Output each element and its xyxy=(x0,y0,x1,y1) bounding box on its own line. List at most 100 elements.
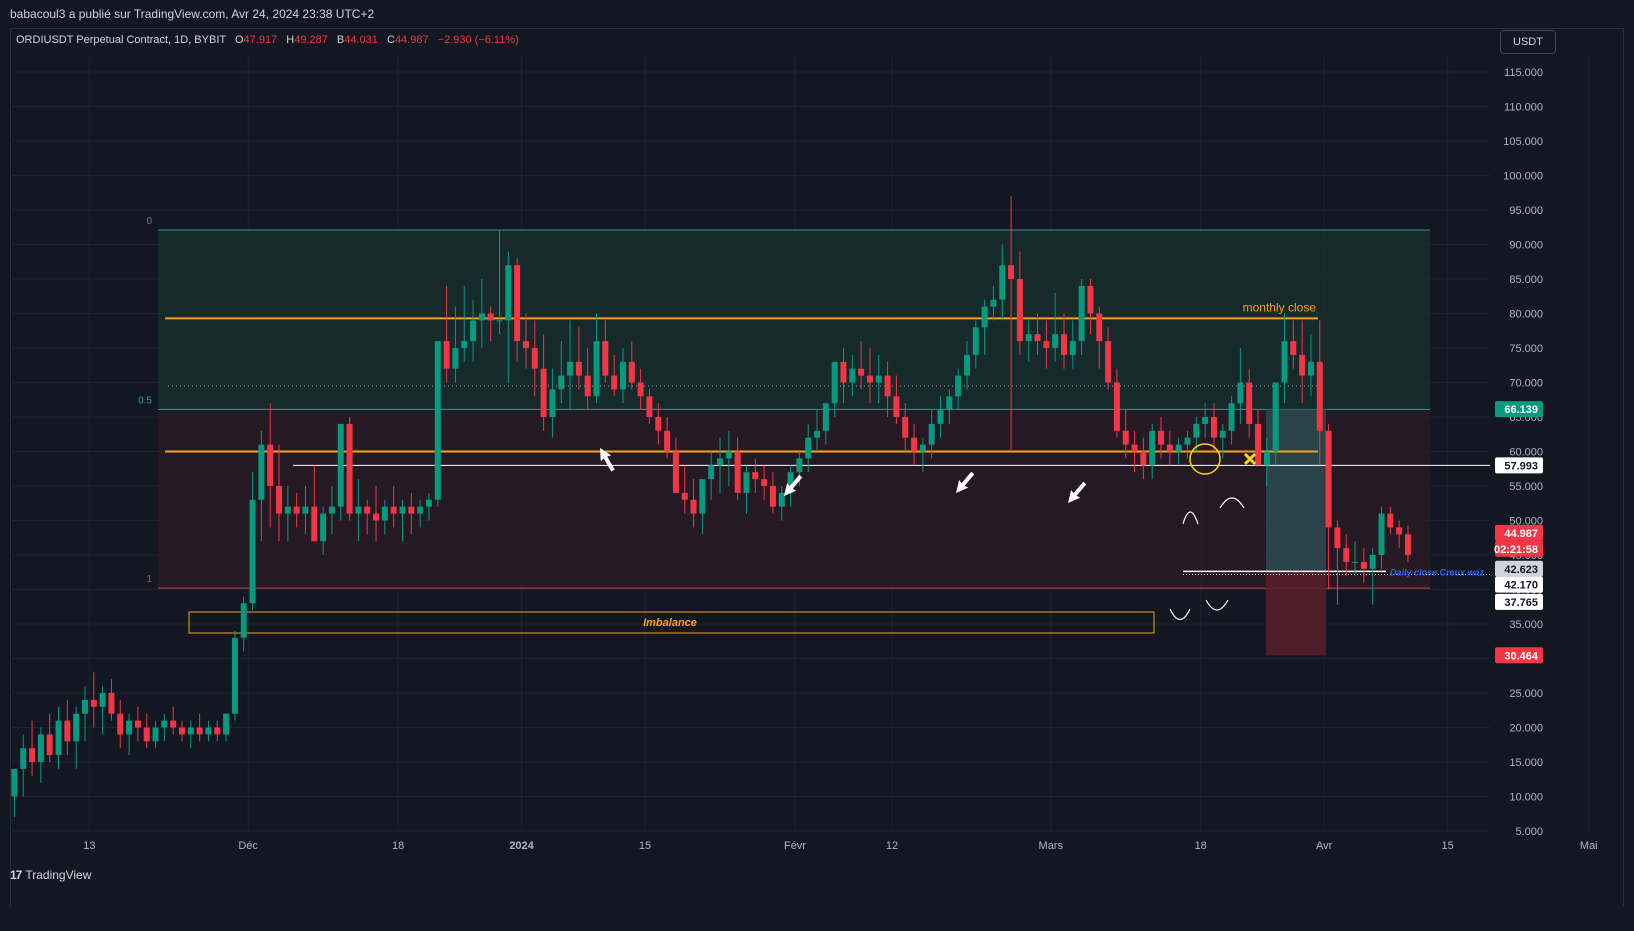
price-label: 42.170 xyxy=(1504,580,1538,592)
price-tick-label: 75.000 xyxy=(1509,343,1543,355)
fib-label: 0 xyxy=(146,216,152,227)
candle xyxy=(990,285,997,321)
price-axis-bg xyxy=(1490,56,1554,832)
candle xyxy=(1237,348,1244,424)
time-tick-label: 18 xyxy=(1195,840,1207,852)
candle xyxy=(231,630,238,721)
price-label: 37.765 xyxy=(1504,597,1538,609)
candle-body xyxy=(46,734,53,756)
candle xyxy=(690,479,697,528)
candle xyxy=(1369,548,1376,605)
candle-body xyxy=(1228,403,1235,431)
candle-body xyxy=(373,513,380,521)
candle-body xyxy=(81,699,88,714)
candle xyxy=(972,320,979,369)
currency-button[interactable]: USDT xyxy=(1500,30,1556,54)
drawings xyxy=(600,443,1257,621)
candle-body xyxy=(672,451,679,493)
candle xyxy=(302,486,309,535)
candle-body xyxy=(390,506,397,514)
time-tick-label: Mai xyxy=(1580,840,1598,852)
candle-body xyxy=(602,341,609,376)
arrow-up-right xyxy=(784,474,803,496)
arrow-shape xyxy=(956,471,975,493)
candle-body xyxy=(1140,451,1147,466)
candle-body xyxy=(1052,334,1059,348)
price-label: 30.464 xyxy=(1504,650,1539,662)
candle-body xyxy=(152,727,159,742)
candle-body xyxy=(328,506,335,514)
candle xyxy=(734,437,741,500)
tradingview-logo[interactable]: 17 TradingView xyxy=(10,868,91,882)
candle xyxy=(681,465,688,514)
candle-body xyxy=(1158,430,1165,445)
candle-body xyxy=(999,265,1006,300)
position-stop-zone xyxy=(1266,571,1326,656)
candle-body xyxy=(611,375,618,390)
price-tick-label: 105.000 xyxy=(1503,136,1543,148)
symbol-label[interactable]: ORDIUSDT Perpetual Contract, 1D, BYBIT xyxy=(16,34,226,46)
candle xyxy=(187,720,194,749)
candle xyxy=(1272,382,1279,466)
price-tick-label: 110.000 xyxy=(1504,102,1543,114)
candle xyxy=(214,720,221,742)
candle xyxy=(276,444,283,542)
candle xyxy=(161,713,168,742)
price-tick-label: 20.000 xyxy=(1509,723,1543,735)
candle xyxy=(963,341,970,390)
candle-body xyxy=(364,506,371,514)
candle-body xyxy=(690,499,697,514)
arrow-down-right xyxy=(600,448,615,472)
candle xyxy=(496,230,503,335)
candle-body xyxy=(487,313,494,321)
tradingview-logo-icon: 17 xyxy=(10,868,22,882)
candle-body xyxy=(1025,334,1032,342)
candle-body xyxy=(1105,341,1112,383)
candle xyxy=(364,499,371,535)
candle xyxy=(408,492,415,535)
candle-body xyxy=(37,734,44,762)
candle-body xyxy=(769,486,776,507)
price-label: 44.987 xyxy=(1504,528,1538,540)
candle-body xyxy=(1352,561,1359,563)
candle xyxy=(699,479,706,535)
candle-body xyxy=(919,444,926,452)
candle xyxy=(849,354,856,397)
candle xyxy=(355,479,362,542)
candle xyxy=(1060,313,1067,369)
candle xyxy=(805,423,812,473)
candle-body xyxy=(1122,430,1129,445)
candle-body xyxy=(29,748,36,762)
candle-body xyxy=(717,458,724,466)
candle-body xyxy=(126,720,133,735)
candle-body xyxy=(1034,334,1041,342)
candle-body xyxy=(937,410,944,424)
candle-body xyxy=(20,748,27,769)
candle-body xyxy=(117,713,124,735)
candle-body xyxy=(955,375,962,397)
change-value: −2.930 (−6.11%) xyxy=(437,34,519,46)
candle xyxy=(134,706,141,742)
candle-body xyxy=(302,506,309,514)
time-tick-label: 12 xyxy=(886,840,898,852)
candle-body xyxy=(593,341,600,397)
candle-body xyxy=(849,368,856,383)
tradingview-brand: TradingView xyxy=(25,868,92,882)
candle xyxy=(522,313,529,369)
candle-body xyxy=(1166,444,1173,452)
candle-body xyxy=(1404,534,1411,555)
candle-body xyxy=(1396,527,1403,535)
candle-body xyxy=(337,423,344,507)
candle xyxy=(1255,410,1262,466)
top-bar: babacoul3 a publié sur TradingView.com, … xyxy=(0,0,1634,28)
candle-body xyxy=(276,486,283,514)
candle-body xyxy=(161,720,168,728)
candle xyxy=(337,423,344,521)
candle xyxy=(814,410,821,452)
imbalance-zone: Imbalance xyxy=(188,611,1155,634)
candle-body xyxy=(1210,417,1217,438)
candle xyxy=(452,306,459,383)
candle-body xyxy=(1307,361,1314,376)
candle-body xyxy=(1325,430,1332,528)
